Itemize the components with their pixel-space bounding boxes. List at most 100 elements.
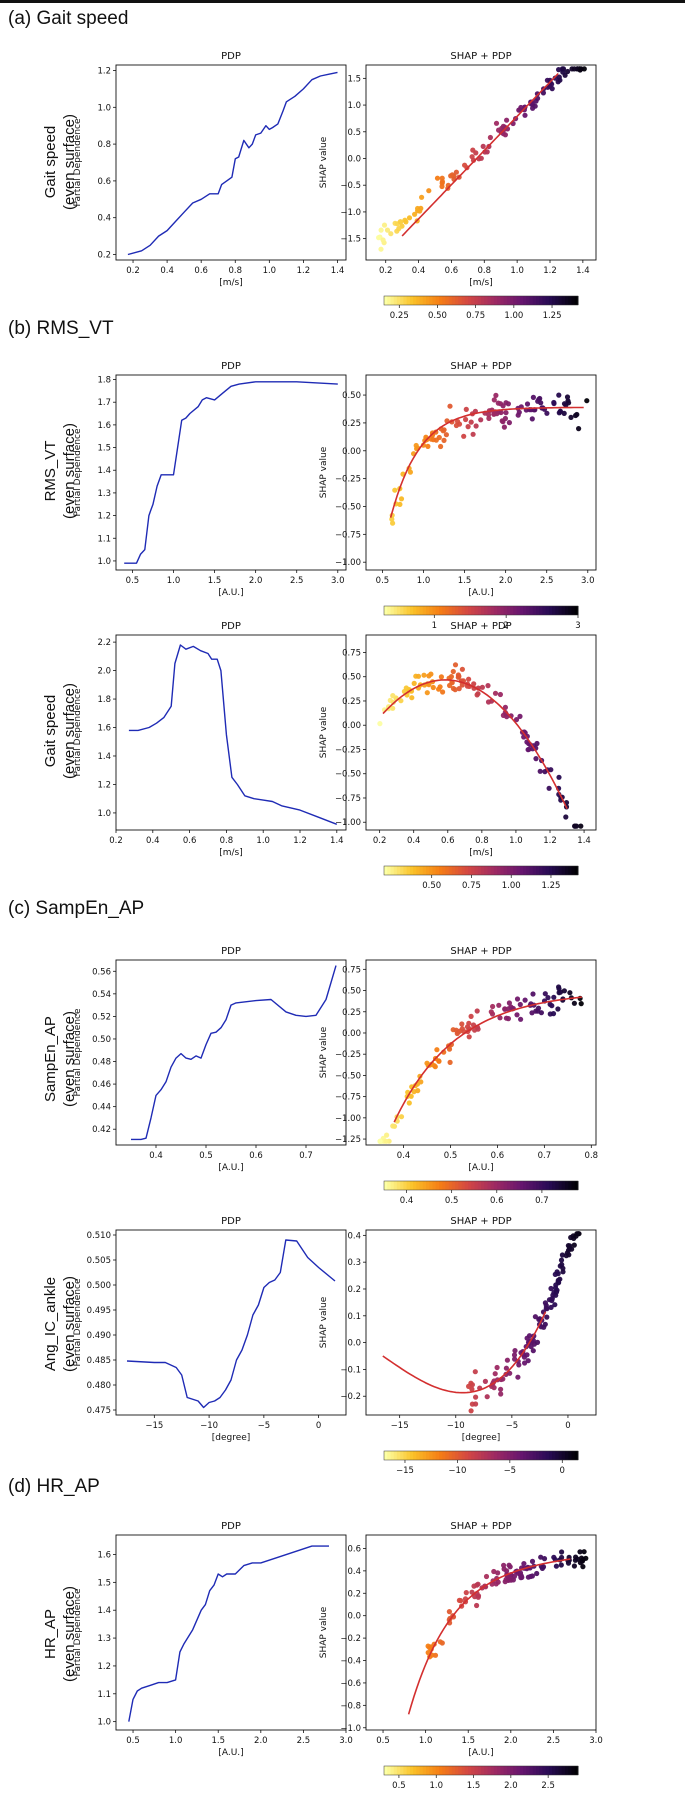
pdp-chart: PDP [A.U.] Partial Dependence 0.5 1.0 1.5 2.0 2… xyxy=(73,1521,353,1758)
scatter-point xyxy=(502,1006,508,1012)
scatter-point xyxy=(549,1297,555,1304)
x-tick-label: 1.0 xyxy=(169,1736,183,1746)
scatter-point xyxy=(518,1016,524,1022)
scatter-point xyxy=(470,157,477,163)
x-tick-label: 1.5 xyxy=(461,1736,475,1746)
colorbar-segment xyxy=(451,296,456,305)
colorbar-segment xyxy=(542,1451,547,1460)
colorbar-segment xyxy=(510,1451,514,1460)
colorbar-segment xyxy=(471,1451,475,1460)
y-tick-label: 0.6 xyxy=(97,177,111,187)
fit-curve xyxy=(382,679,568,810)
colorbar-segment xyxy=(487,1766,492,1775)
scatter-point xyxy=(407,469,413,475)
pdp-line xyxy=(128,644,338,825)
colorbar-segment xyxy=(390,1451,395,1460)
colorbar-segment xyxy=(526,296,530,305)
colorbar-segment xyxy=(565,1451,569,1460)
x-tick-label: 0.4 xyxy=(146,836,160,846)
y-tick-label: −0.1 xyxy=(340,1365,361,1375)
scatter-point xyxy=(577,1549,583,1555)
colorbar-segment xyxy=(548,1181,553,1190)
scatter-point xyxy=(490,1003,496,1010)
chart-title: SHAP + PDP xyxy=(450,621,511,632)
x-axis-label: [m/s] xyxy=(469,848,493,858)
plot-frame xyxy=(115,374,347,571)
colorbar-frame xyxy=(383,605,579,616)
colorbar-segment xyxy=(542,296,547,305)
colorbar-segment xyxy=(548,296,553,305)
colorbar-segment xyxy=(393,1181,398,1190)
scatter-point xyxy=(503,1365,509,1371)
chart-title: PDP xyxy=(221,621,241,632)
scatter-point xyxy=(545,995,551,1001)
colorbar-frame xyxy=(383,295,579,306)
x-tick-label: 3.0 xyxy=(581,576,595,586)
colorbar-tick-label: 1.0 xyxy=(429,1781,443,1791)
colorbar-segment xyxy=(435,606,440,615)
scatter-point xyxy=(439,183,445,190)
colorbar-segment xyxy=(526,606,530,615)
y-tick-label: 0.475 xyxy=(87,1406,111,1416)
colorbar-segment xyxy=(574,866,579,875)
scatter-point xyxy=(584,398,590,404)
chart-title: SHAP + PDP xyxy=(450,361,511,372)
scatter-point xyxy=(468,1408,474,1414)
colorbar-segment xyxy=(406,606,411,615)
colorbar-segment xyxy=(490,866,495,875)
scatter-point xyxy=(538,1324,544,1330)
pdp-line xyxy=(124,381,338,564)
colorbar-segment xyxy=(406,296,411,305)
y-tick-label: 2.0 xyxy=(97,667,111,677)
colorbar-segment xyxy=(445,606,450,615)
colorbar-segment xyxy=(536,606,540,615)
scatter-point xyxy=(567,990,573,996)
colorbar-segment xyxy=(426,1181,430,1190)
y-tick-label: 1.5 xyxy=(347,74,361,84)
colorbar-segment xyxy=(435,296,440,305)
shap-chart: SHAP + PDP [degree] SHAP value −15 −10 −5 0 −0.… xyxy=(319,1216,597,1476)
colorbar-segment xyxy=(422,296,427,305)
scatter-point xyxy=(518,104,524,111)
scatter-point xyxy=(558,1257,565,1263)
y-tick-label: 0.52 xyxy=(92,1012,111,1022)
scatter-point xyxy=(566,1252,572,1258)
x-tick-label: 0.5 xyxy=(444,1151,458,1161)
scatter-point xyxy=(377,1138,383,1144)
colorbar-segment xyxy=(422,1451,427,1460)
colorbar-segment xyxy=(565,1766,569,1775)
colorbar-segment xyxy=(464,296,469,305)
x-tick-label: 1.4 xyxy=(330,836,344,846)
colorbar-segment xyxy=(461,1766,466,1775)
colorbar-segment xyxy=(390,296,395,305)
colorbar-segment xyxy=(519,1181,524,1190)
y-tick-label: −0.25 xyxy=(335,1050,361,1060)
y-tick-label: 0.480 xyxy=(87,1381,111,1391)
scatter-point xyxy=(398,1114,405,1120)
colorbar-segment xyxy=(500,866,505,875)
x-tick-label: −10 xyxy=(200,1421,218,1431)
colorbar-segment xyxy=(519,1451,524,1460)
colorbar-segment xyxy=(545,1451,550,1460)
chart-title: SHAP + PDP xyxy=(450,946,511,957)
scatter-point xyxy=(556,990,562,996)
colorbar-segment xyxy=(387,1766,391,1775)
scatter-point xyxy=(571,1242,577,1248)
scatter-point xyxy=(559,1549,565,1555)
colorbar-segment xyxy=(552,1451,556,1460)
colorbar-segment xyxy=(500,1451,505,1460)
colorbar-segment xyxy=(458,866,463,875)
colorbar-segment xyxy=(409,606,414,615)
x-axis-label: [A.U.] xyxy=(468,1163,493,1173)
scatter-point xyxy=(552,75,558,81)
scatter-point xyxy=(378,227,384,233)
colorbar-segment xyxy=(477,1766,482,1775)
colorbar-segment xyxy=(548,1766,553,1775)
scatter-point xyxy=(506,1000,512,1006)
pdp-chart: PDP [degree] Partial Dependence −15 −10 −5 0 0.… xyxy=(73,1216,347,1443)
x-tick-label: 0.5 xyxy=(126,576,140,586)
colorbar-segment xyxy=(455,1181,459,1190)
scatter-point xyxy=(506,1562,512,1568)
colorbar-frame xyxy=(383,1450,579,1461)
colorbar-segment xyxy=(419,1181,424,1190)
